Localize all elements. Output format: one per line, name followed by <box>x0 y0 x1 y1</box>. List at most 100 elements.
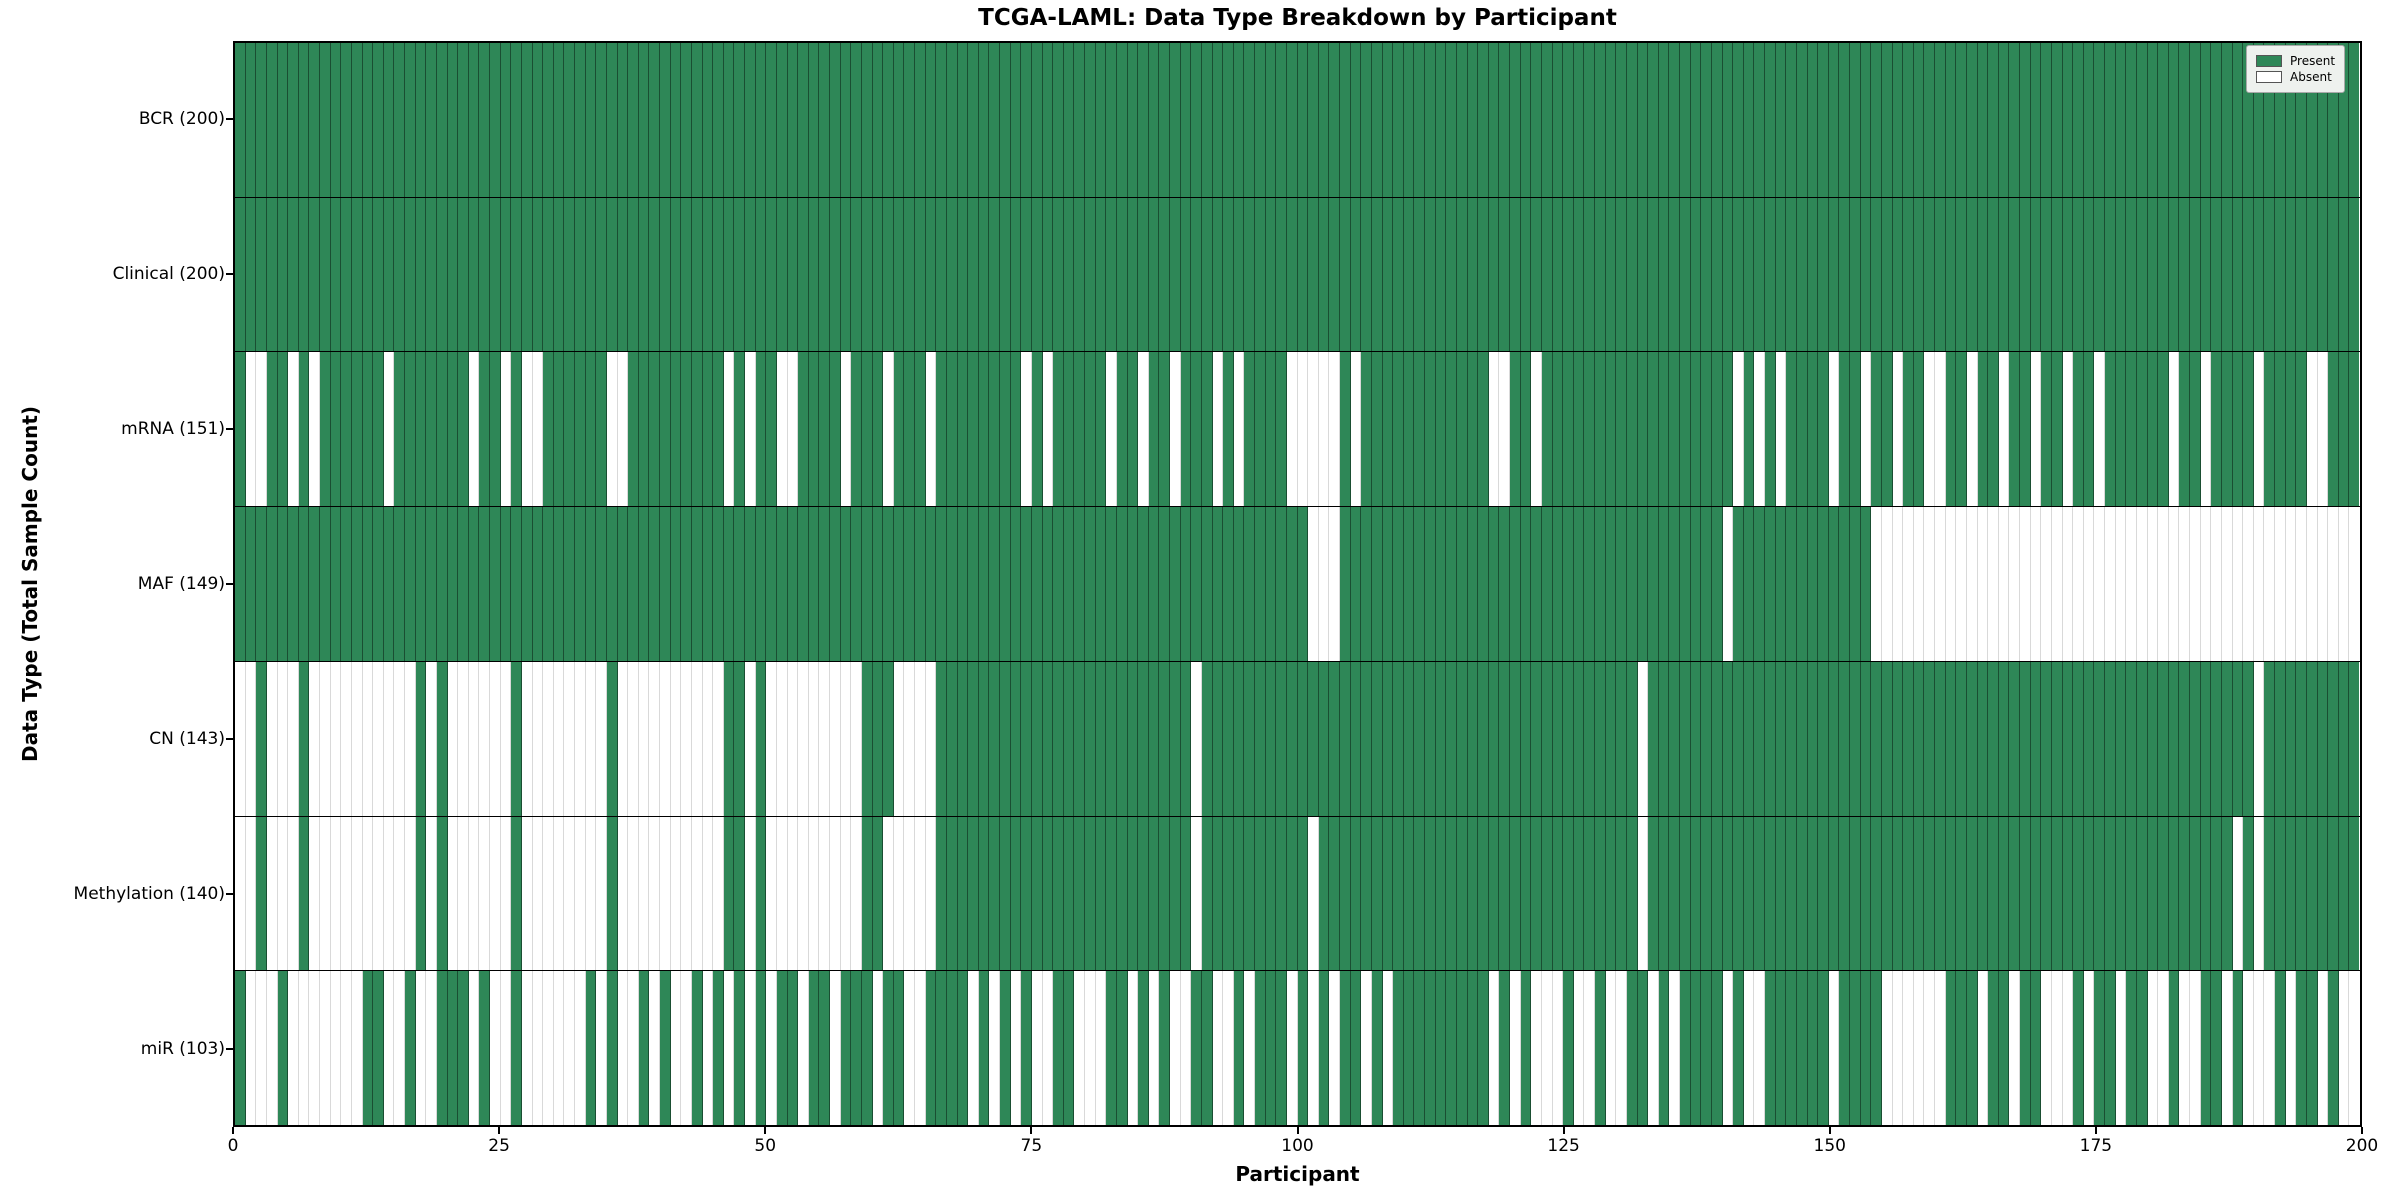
heatmap-cell <box>1541 816 1553 971</box>
heatmap-cell <box>1201 661 1213 816</box>
heatmap-cell <box>288 816 299 971</box>
heatmap-cell <box>468 661 480 816</box>
heatmap-cell <box>235 661 246 816</box>
heatmap-cell <box>1488 816 1500 971</box>
heatmap-cell <box>1265 816 1277 971</box>
heatmap-cell <box>1148 197 1160 352</box>
heatmap-cell <box>2285 507 2297 661</box>
heatmap-cell <box>500 197 512 352</box>
heatmap-cell <box>691 43 703 197</box>
heatmap-cell <box>1966 197 1978 352</box>
heatmap-cell <box>1871 352 1882 507</box>
heatmap-cell <box>1148 661 1160 816</box>
heatmap-cell <box>2328 661 2339 816</box>
heatmap-cell <box>1127 507 1139 661</box>
heatmap-cell <box>872 816 884 971</box>
heatmap-cell <box>1860 816 1872 971</box>
heatmap-cell <box>479 507 490 661</box>
heatmap-cell <box>1063 661 1075 816</box>
heatmap-cell <box>1892 816 1904 971</box>
heatmap-cell <box>1403 661 1415 816</box>
heatmap-cell <box>1626 43 1638 197</box>
heatmap-cell <box>341 661 352 816</box>
heatmap-cell <box>989 352 1000 507</box>
heatmap-cell <box>405 661 416 816</box>
x-tick-mark <box>764 1127 767 1134</box>
heatmap-cell <box>2105 971 2116 1126</box>
x-tick-mark <box>1030 1127 1033 1134</box>
heatmap-cell <box>1552 816 1564 971</box>
heatmap-cell <box>1127 352 1139 507</box>
heatmap-cell <box>2232 661 2244 816</box>
heatmap-cell <box>585 352 597 507</box>
heatmap-cell <box>915 661 926 816</box>
heatmap-cell <box>1148 816 1160 971</box>
heatmap-cell <box>362 661 374 816</box>
heatmap-cell <box>2094 197 2105 352</box>
heatmap-cell <box>808 197 820 352</box>
heatmap-cell <box>405 507 416 661</box>
heatmap-cell <box>553 197 565 352</box>
heatmap-cell <box>861 507 873 661</box>
heatmap-cell <box>819 507 830 661</box>
heatmap-cell <box>1754 43 1765 197</box>
heatmap-cell <box>766 507 777 661</box>
x-tick-label-125: 125 <box>1547 1136 1580 1156</box>
heatmap-cell <box>1584 816 1595 971</box>
heatmap-cell <box>681 43 692 197</box>
heatmap-cell <box>2253 507 2265 661</box>
heatmap-cell <box>373 816 384 971</box>
heatmap-cell <box>405 352 416 507</box>
heatmap-cell <box>2232 971 2244 1126</box>
heatmap-cell <box>883 352 894 507</box>
heatmap-cell <box>2009 661 2020 816</box>
heatmap-cell <box>1085 661 1096 816</box>
heatmap-cell <box>1658 507 1670 661</box>
y-tick-mark <box>226 272 233 275</box>
heatmap-cell <box>596 971 607 1126</box>
heatmap-cell <box>1244 507 1255 661</box>
heatmap-cell <box>320 661 331 816</box>
heatmap-cell <box>2243 352 2254 507</box>
heatmap-cell <box>1297 971 1309 1126</box>
heatmap-cell <box>1478 197 1489 352</box>
heatmap-cell <box>787 507 799 661</box>
heatmap-cell <box>320 971 331 1126</box>
heatmap-cell <box>1690 43 1702 197</box>
heatmap-cell <box>521 507 533 661</box>
heatmap-cell <box>426 197 437 352</box>
heatmap-cell <box>1828 507 1840 661</box>
heatmap-cell <box>2147 971 2159 1126</box>
heatmap-cell <box>1286 43 1298 197</box>
heatmap-cell <box>1966 971 1978 1126</box>
heatmap-cell <box>819 971 830 1126</box>
heatmap-cell <box>1956 43 1967 197</box>
heatmap-cell <box>1807 816 1819 971</box>
heatmap-cell <box>1701 971 1712 1126</box>
heatmap-cell <box>1021 352 1032 507</box>
heatmap-cell <box>2030 352 2042 507</box>
heatmap-cell <box>309 197 320 352</box>
heatmap-cell <box>1467 43 1479 197</box>
heatmap-cell <box>755 971 767 1126</box>
heatmap-cell <box>351 507 363 661</box>
heatmap-cell <box>968 661 979 816</box>
heatmap-cell <box>840 507 852 661</box>
heatmap-cell <box>2306 352 2318 507</box>
heatmap-cell <box>1966 661 1978 816</box>
heatmap-cell <box>2285 43 2297 197</box>
heatmap-cell <box>2041 816 2052 971</box>
heatmap-cell <box>1626 971 1638 1126</box>
heatmap-cell <box>1796 971 1808 1126</box>
heatmap-cell <box>1637 352 1649 507</box>
heatmap-cell <box>1297 507 1309 661</box>
heatmap-cell <box>2073 816 2084 971</box>
heatmap-cell <box>851 352 862 507</box>
heatmap-cell <box>1201 816 1213 971</box>
heatmap-cell <box>362 816 374 971</box>
heatmap-cell <box>415 352 427 507</box>
heatmap-cell <box>1913 661 1925 816</box>
heatmap-cell <box>1775 43 1787 197</box>
heatmap-cell <box>383 43 395 197</box>
heatmap-cell <box>298 352 310 507</box>
